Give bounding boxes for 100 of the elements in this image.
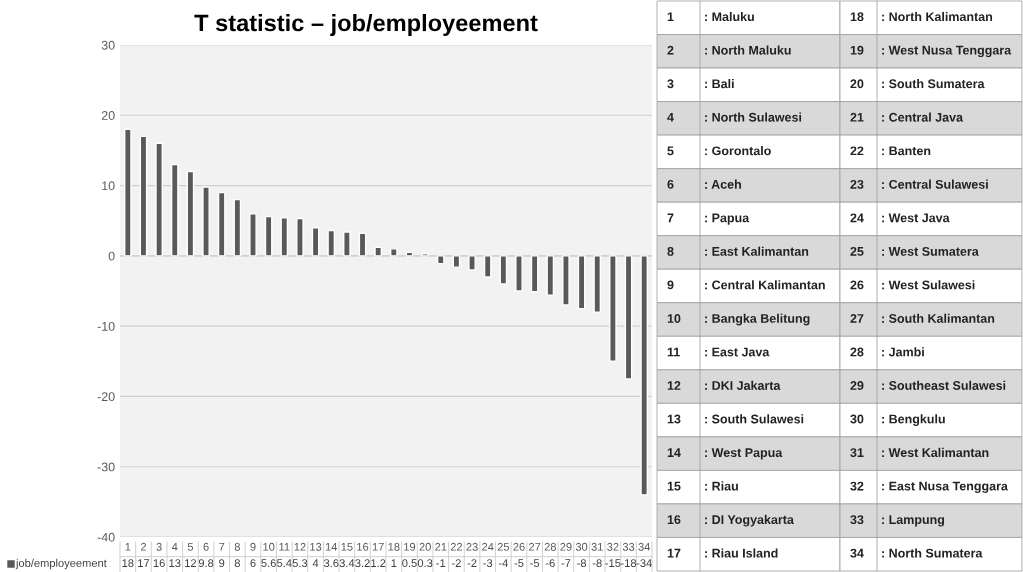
- legend-label: job/employeement: [15, 558, 107, 570]
- y-tick-label: 20: [101, 111, 115, 120]
- category-label: 16: [667, 515, 681, 525]
- text: : Bangka Belitung: [705, 313, 810, 326]
- category-label: 29: [850, 381, 864, 390]
- category-label: 23: [850, 179, 864, 189]
- data-label: -1: [436, 559, 446, 567]
- x-tick-label: 5: [187, 542, 194, 551]
- data-label: -6: [545, 559, 555, 568]
- data-label: -5: [530, 559, 540, 568]
- x-tick-label: 3: [156, 542, 162, 551]
- x-tick-label: 22: [450, 542, 463, 551]
- category-label: 14: [667, 448, 681, 457]
- x-tick-label: 7: [219, 542, 225, 551]
- y-tick-label: 30: [101, 40, 115, 50]
- category-label: 8: [667, 246, 674, 256]
- data-label: 4: [312, 559, 319, 567]
- data-label: 18: [122, 559, 134, 568]
- x-tick-label: 18: [388, 542, 400, 551]
- x-tick-label: 13: [310, 542, 322, 551]
- x-tick-label: 27: [529, 542, 541, 551]
- category-label: 3: [667, 79, 674, 89]
- x-tick-label: 4: [171, 542, 178, 551]
- x-tick-label: 32: [607, 542, 619, 551]
- x-tick-label: 30: [575, 542, 588, 551]
- text: : North Kalimantan: [882, 11, 993, 22]
- category-label: 18: [850, 12, 864, 22]
- x-tick-label: 33: [622, 542, 635, 551]
- y-tick-label: -10: [97, 321, 115, 331]
- text: : West Sulawesi: [882, 280, 975, 290]
- x-tick-label: 14: [325, 542, 338, 551]
- data-label: -3: [483, 559, 493, 568]
- y-tick-label: -40: [97, 532, 115, 542]
- text: : West Kalimantan: [882, 447, 989, 457]
- text: : Southeast Sulawesi: [882, 380, 1006, 390]
- text: : DKI Jakarta: [705, 380, 781, 390]
- data-label: 12: [185, 559, 197, 567]
- data-label: 0.3: [417, 559, 433, 568]
- data-label: 8: [234, 559, 240, 568]
- data-label: -8: [577, 559, 587, 568]
- data-label: -18: [620, 559, 637, 568]
- text: : West Papua: [705, 448, 783, 460]
- category-label: 4: [667, 112, 674, 122]
- text: : Bali: [705, 79, 734, 89]
- text: : Lampung: [882, 515, 945, 527]
- category-label: 26: [850, 280, 864, 290]
- text: : Central Java: [882, 112, 964, 122]
- text: : Banten: [882, 146, 931, 156]
- text: : Maluku: [705, 11, 754, 22]
- text: : West Sumatera: [882, 246, 979, 256]
- y-tick-label: -30: [97, 462, 115, 472]
- x-tick-label: 12: [294, 542, 306, 551]
- data-label: 3.2: [355, 559, 370, 568]
- category-label: 25: [850, 246, 864, 256]
- x-tick-label: 29: [560, 542, 572, 551]
- category-label: 7: [667, 213, 674, 223]
- text: : Riau: [705, 481, 738, 491]
- category-label: 6: [667, 179, 674, 189]
- data-label: 5.4: [277, 559, 292, 568]
- text: : East Java: [705, 347, 770, 357]
- text: : Central Kalimantan: [705, 280, 825, 290]
- x-tick-label: 31: [591, 542, 603, 551]
- text: : West Java: [882, 213, 950, 223]
- text: : North Sumatera: [882, 548, 983, 558]
- data-label: 1: [391, 559, 397, 567]
- category-label: 21: [850, 112, 864, 122]
- x-tick-label: 26: [513, 542, 525, 551]
- category-label: 12: [667, 381, 681, 390]
- text: : Central Sulawesi: [882, 179, 988, 189]
- category-label: 19: [850, 45, 864, 55]
- x-tick-label: 24: [482, 542, 494, 551]
- x-tick-label: 28: [544, 542, 556, 551]
- category-label: 9: [667, 280, 674, 290]
- text: : Riau Island: [705, 548, 778, 558]
- data-label: 3.6: [323, 559, 339, 568]
- data-label: -2: [467, 559, 477, 567]
- data-label: 3.4: [339, 559, 355, 568]
- text: : North Sulawesi: [705, 112, 802, 122]
- x-tick-label: 20: [419, 542, 431, 551]
- text: : North Maluku: [705, 45, 791, 55]
- data-label: -7: [561, 559, 571, 567]
- category-label: 5: [667, 146, 674, 156]
- data-label: 17: [138, 559, 150, 567]
- x-tick-label: 2: [140, 542, 146, 551]
- data-label: 0.5: [402, 559, 417, 568]
- x-tick-label: 34: [638, 542, 651, 551]
- category-label: 27: [850, 314, 864, 323]
- y-tick-label: 10: [102, 181, 115, 191]
- x-tick-label: 6: [203, 542, 209, 551]
- category-label: 1: [667, 12, 674, 21]
- data-label: 6: [250, 559, 256, 568]
- data-label: 5.3: [292, 559, 308, 568]
- text: : DI Yogyakarta: [705, 514, 794, 527]
- text: : West Nusa Tenggara: [882, 45, 1012, 58]
- x-tick-label: 1: [125, 542, 131, 551]
- y-tick-label: 0: [108, 251, 115, 261]
- chart-title: T statistic – job/employeement: [194, 14, 538, 36]
- text: : Aceh: [705, 179, 741, 189]
- category-label: 32: [850, 481, 864, 491]
- text: : Papua: [705, 213, 750, 225]
